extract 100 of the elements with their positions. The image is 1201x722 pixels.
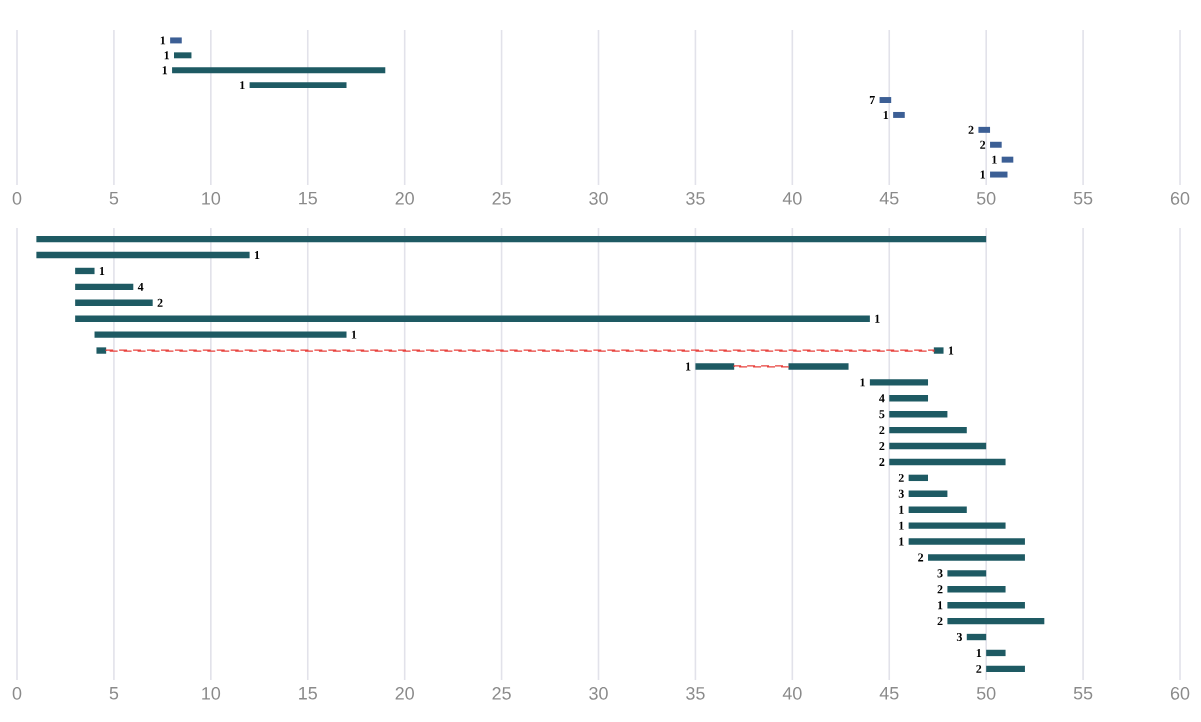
annotation: 1 <box>351 330 357 339</box>
bar <box>75 315 870 322</box>
bar <box>105 349 935 352</box>
x-tick-label: 55 <box>1073 192 1093 205</box>
annotation: 2 <box>980 140 986 149</box>
x-tick-label: 0 <box>12 687 22 700</box>
annotation: 1 <box>240 81 245 90</box>
x-tick-label: 60 <box>1170 192 1190 205</box>
annotation: 2 <box>968 125 974 134</box>
bar <box>947 617 1045 625</box>
bar <box>889 395 929 402</box>
x-tick-label: 10 <box>202 687 221 700</box>
bar <box>978 126 991 133</box>
x-tick-label: 25 <box>492 687 511 700</box>
annotation: 1 <box>992 155 997 164</box>
x-tick-label: 20 <box>395 687 414 700</box>
bar <box>889 426 967 434</box>
bar <box>75 299 153 306</box>
annotation: 1 <box>162 66 168 75</box>
bar <box>889 411 948 418</box>
x-tick-label: 15 <box>299 687 317 700</box>
bar <box>96 347 107 354</box>
annotation: 1 <box>980 170 986 179</box>
bar <box>170 37 182 44</box>
x-tick-label: 0 <box>12 192 22 205</box>
bar <box>733 365 790 368</box>
bar <box>36 251 250 259</box>
annotation: 1 <box>686 362 691 371</box>
x-tick-label: 15 <box>299 192 317 205</box>
annotation: 1 <box>948 346 954 355</box>
bar <box>249 82 347 89</box>
annotation: 1 <box>875 314 880 323</box>
bar <box>94 331 347 338</box>
annotation: 1 <box>899 537 904 546</box>
x-tick-label: 50 <box>976 192 996 205</box>
annotation: 1 <box>899 505 904 514</box>
annotation: 7 <box>869 96 875 104</box>
bar <box>869 379 929 386</box>
annotation: 1 <box>254 251 260 259</box>
bar <box>908 474 929 482</box>
annotation: 3 <box>937 569 943 578</box>
bar <box>879 97 892 104</box>
bar <box>990 171 1008 178</box>
annotation: 3 <box>956 632 962 642</box>
annotation: 2 <box>879 442 885 450</box>
x-tick-label: 50 <box>976 687 996 700</box>
bar <box>75 267 95 275</box>
bar <box>36 235 987 243</box>
x-tick-label: 45 <box>879 687 899 700</box>
bar <box>75 283 134 291</box>
annotation: 5 <box>879 410 885 419</box>
x-tick-label: 40 <box>782 687 802 700</box>
bar <box>889 458 1006 466</box>
bar <box>966 633 987 641</box>
annotation: 2 <box>937 585 943 594</box>
bar <box>947 602 1025 609</box>
x-tick-label: 30 <box>589 687 608 700</box>
x-tick-label: 30 <box>589 192 608 205</box>
x-tick-label: 45 <box>879 192 899 205</box>
annotation: 1 <box>164 51 170 60</box>
annotation: 3 <box>898 489 904 498</box>
annotation: 1 <box>938 601 943 610</box>
bar <box>933 347 944 354</box>
annotation: 1 <box>976 648 982 657</box>
bar <box>889 442 987 450</box>
bar <box>893 111 905 118</box>
bar <box>947 570 987 577</box>
annotation: 4 <box>137 282 144 291</box>
x-tick-label: 20 <box>395 192 414 205</box>
x-tick-label: 5 <box>109 192 119 205</box>
bar <box>947 586 1006 593</box>
annotation: 1 <box>883 110 889 119</box>
x-tick-label: 25 <box>492 192 511 205</box>
bar <box>990 141 1002 148</box>
bar <box>908 490 948 497</box>
annotation: 2 <box>937 617 943 626</box>
x-tick-label: 35 <box>686 192 705 205</box>
annotation: 4 <box>879 394 885 403</box>
bar <box>928 554 1025 561</box>
annotation: 1 <box>160 36 166 45</box>
x-tick-label: 40 <box>782 192 802 205</box>
annotation: 2 <box>898 473 904 482</box>
x-tick-label: 10 <box>202 192 221 205</box>
annotation: 2 <box>879 426 885 435</box>
annotation: 2 <box>976 664 982 673</box>
annotation: 2 <box>157 298 163 307</box>
annotation: 1 <box>899 521 904 530</box>
bar <box>986 649 1006 657</box>
bar <box>908 506 967 513</box>
x-tick-label: 60 <box>1170 687 1190 700</box>
annotation: 2 <box>918 553 924 562</box>
annotation: 1 <box>99 267 105 275</box>
x-tick-label: 55 <box>1073 687 1093 700</box>
bar <box>1001 156 1014 163</box>
x-tick-label: 35 <box>686 687 705 700</box>
bar <box>174 52 192 59</box>
x-tick-label: 5 <box>109 687 119 700</box>
annotation: 1 <box>860 378 865 387</box>
bar <box>986 665 1025 673</box>
bar <box>695 363 735 370</box>
